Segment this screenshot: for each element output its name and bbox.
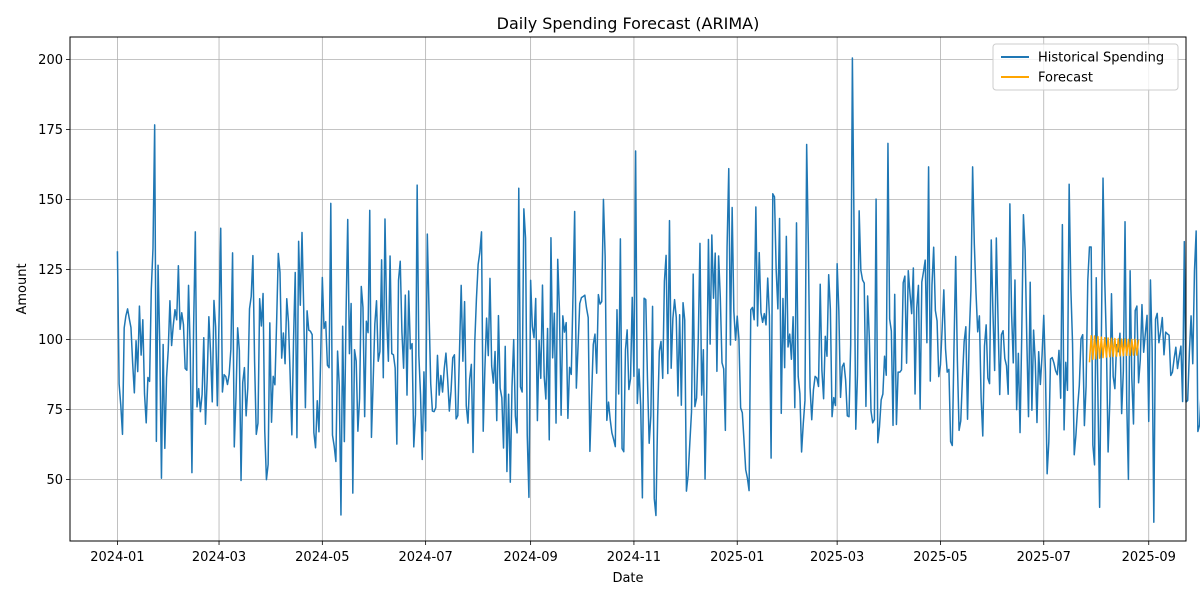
x-tick-label: 2025-09 [1122, 550, 1176, 565]
x-tick-label: 2024-05 [295, 550, 349, 565]
series-line-historical [116, 57, 1200, 523]
series-line-forecast [1088, 335, 1140, 363]
y-tick-label: 150 [38, 193, 63, 208]
series-layer [116, 57, 1200, 523]
x-tick-label: 2025-01 [710, 550, 764, 565]
plot-frame [69, 36, 1187, 542]
legend-box [992, 43, 1179, 91]
y-tick-label: 200 [38, 53, 63, 68]
x-tick-label: 2024-01 [90, 550, 144, 565]
x-tick-label: 2025-03 [810, 550, 864, 565]
y-axis-title: Amount [15, 263, 30, 314]
y-tick-label: 125 [38, 263, 63, 278]
legend-label-forecast: Forecast [1038, 71, 1093, 86]
y-tick-label: 175 [38, 123, 63, 138]
x-tick-label: 2024-11 [607, 550, 661, 565]
y-tick-label: 75 [46, 403, 63, 418]
x-tick-label: 2025-07 [1017, 550, 1071, 565]
x-tick-label: 2024-03 [192, 550, 246, 565]
legend: Historical Spending Forecast [992, 43, 1179, 91]
legend-label-historical: Historical Spending [1038, 51, 1164, 66]
axis-ticks: 2024-01 2024-03 2024-05 2024-07 2024-09 2024-… [38, 53, 1176, 565]
chart-title: Daily Spending Forecast (ARIMA) [497, 14, 760, 33]
x-tick-label: 2024-09 [503, 550, 557, 565]
y-tick-label: 100 [38, 333, 63, 348]
x-tick-label: 2025-05 [913, 550, 967, 565]
x-tick-label: 2024-07 [398, 550, 452, 565]
x-axis-title: Date [612, 571, 643, 586]
y-tick-label: 50 [46, 473, 63, 488]
